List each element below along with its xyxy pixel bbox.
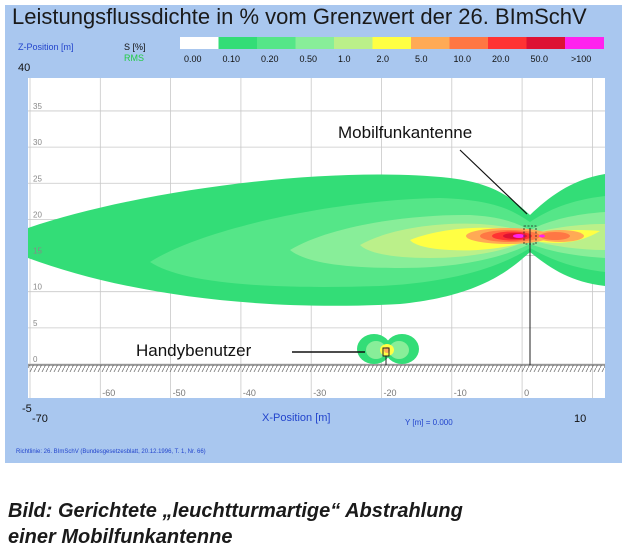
lobe-level-10 bbox=[513, 234, 525, 238]
legend-swatch-9 bbox=[526, 37, 566, 49]
x-tick-label: 0 bbox=[524, 388, 529, 398]
x-tick-label: -70 bbox=[32, 413, 48, 425]
ground-hatch bbox=[28, 365, 605, 372]
legend-tick-labels: 0.00 0.10 0.20 0.50 1.0 2.0 5.0 10.0 20.0 50.0 >10… bbox=[184, 54, 591, 64]
regulation-footer: Richtlinie: 26. BImSchV (Bundesgesetzesb… bbox=[16, 449, 206, 455]
caption-line-1: Bild: Gerichtete „leuchtturmartige“ Abst… bbox=[8, 500, 463, 522]
legend-swatch-10 bbox=[565, 37, 604, 49]
x-tick-label: -50 bbox=[173, 388, 186, 398]
legend-tick-label: 50.0 bbox=[531, 54, 549, 64]
legend-swatch-8 bbox=[488, 37, 527, 49]
legend-swatch-7 bbox=[449, 37, 489, 49]
legend-swatch-2 bbox=[257, 37, 296, 49]
x-tick-label: -30 bbox=[313, 388, 326, 398]
rms-label: RMS bbox=[124, 53, 144, 63]
legend-tick-label: 0.10 bbox=[223, 54, 241, 64]
y-position-readout: Y [m] = 0.000 bbox=[405, 418, 453, 427]
z-tick-label: -5 bbox=[22, 403, 32, 415]
chart-title: Leistungsflussdichte in % vom Grenzwert … bbox=[12, 4, 587, 29]
legend-tick-label: 1.0 bbox=[338, 54, 351, 64]
x-tick-label: -10 bbox=[454, 388, 467, 398]
legend-tick-label: 20.0 bbox=[492, 54, 510, 64]
x-tick-label: -60 bbox=[102, 388, 115, 398]
legend-colorbar bbox=[180, 37, 604, 49]
x-axis-label: X-Position [m] bbox=[262, 412, 330, 424]
z-axis-label: Z-Position [m] bbox=[18, 42, 74, 52]
legend-swatch-4 bbox=[334, 37, 373, 49]
z-tick-label: 15 bbox=[33, 247, 42, 256]
z-tick-label: 35 bbox=[33, 102, 42, 111]
legend-tick-label: 2.0 bbox=[377, 54, 390, 64]
unit-label: S [%] bbox=[124, 42, 146, 52]
z-tick-label: 20 bbox=[33, 210, 42, 219]
legend-swatch-3 bbox=[295, 37, 335, 49]
antenna-marker bbox=[523, 225, 537, 245]
legend-tick-label: 0.50 bbox=[300, 54, 318, 64]
z-tick-label: 0 bbox=[33, 355, 38, 364]
z-tick-label: 10 bbox=[33, 283, 42, 292]
legend-swatch-5 bbox=[372, 37, 412, 49]
legend-tick-label: 0.20 bbox=[261, 54, 279, 64]
caption-line-2: einer Mobilfunkantenne bbox=[8, 526, 233, 548]
legend-tick-label: >100 bbox=[571, 54, 591, 64]
legend-tick-label: 10.0 bbox=[454, 54, 472, 64]
z-tick-label: 40 bbox=[18, 62, 30, 74]
field-plot: Z-Position [m] S [%] RMS 0.00 0.10 0.20 0.5… bbox=[16, 37, 605, 455]
x-tick-label: -20 bbox=[384, 388, 397, 398]
z-tick-label: 5 bbox=[33, 319, 38, 328]
x-tick-labels: -70 -60 -50 -40 -30 -20 -10 0 10 bbox=[32, 388, 586, 425]
lobe-level-7b bbox=[540, 232, 570, 240]
z-tick-labels: -5 0 5 10 15 20 25 30 35 40 bbox=[18, 62, 42, 415]
legend-swatch-6 bbox=[411, 37, 450, 49]
radiation-pattern bbox=[28, 174, 605, 364]
figure-caption: Bild: Gerichtete „leuchtturmartige“ Abst… bbox=[8, 498, 463, 550]
lobe-level-10b bbox=[539, 234, 545, 238]
legend-swatch-1 bbox=[218, 37, 258, 49]
antenna-pointer bbox=[459, 149, 528, 215]
x-tick-label: 10 bbox=[574, 413, 586, 425]
user-label: Handybenutzer bbox=[136, 341, 252, 360]
z-tick-label: 30 bbox=[33, 138, 42, 147]
legend-tick-label: 5.0 bbox=[415, 54, 428, 64]
z-tick-label: 25 bbox=[33, 174, 42, 183]
x-tick-label: -40 bbox=[243, 388, 256, 398]
legend-swatch-0 bbox=[180, 37, 219, 49]
legend-tick-label: 0.00 bbox=[184, 54, 202, 64]
antenna-label: Mobilfunkantenne bbox=[338, 123, 472, 142]
